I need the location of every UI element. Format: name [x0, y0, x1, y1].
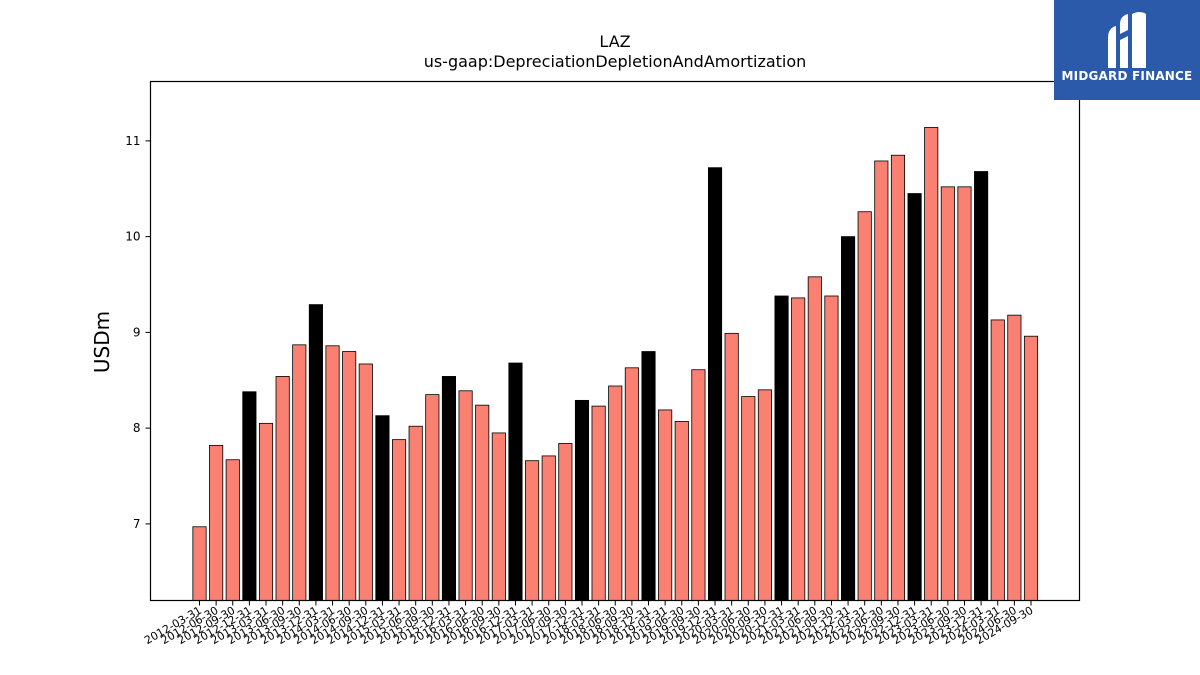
bar-2013-12-31	[308, 304, 323, 601]
bar-2018-09-30	[624, 367, 639, 601]
chart-subtitle: us-gaap:DepreciationDepletionAndAmortiza…	[423, 52, 807, 71]
bar-2012-06-30	[209, 444, 224, 601]
y-tick-label: 9	[133, 325, 141, 339]
midgard-logo-icon	[1108, 12, 1146, 68]
bar-2018-03-31	[591, 405, 606, 601]
y-axis: 7 8 9 10 11	[125, 134, 151, 531]
y-tick-label: 10	[125, 230, 140, 244]
bar-2018-12-31	[641, 351, 656, 601]
y-tick-label: 7	[133, 517, 141, 531]
bars-group	[192, 127, 1039, 601]
bar-2020-12-31	[774, 295, 789, 601]
bar-2016-09-30	[491, 432, 506, 601]
bar-2015-03-31	[392, 439, 407, 601]
bar-2022-06-30	[874, 160, 889, 601]
bar-2024-03-31	[990, 319, 1005, 601]
bar-2012-12-31	[242, 391, 257, 601]
bar-2014-09-30	[358, 363, 373, 601]
bar-2014-03-31	[325, 345, 340, 601]
y-tick-label: 8	[133, 421, 141, 435]
bar-2016-12-31	[508, 362, 523, 601]
y-tick-label: 11	[125, 134, 140, 148]
bar-2017-06-30	[541, 455, 556, 601]
x-axis: 2012-03-312012-06-302012-09-302012-12-31…	[142, 600, 1036, 647]
bar-2014-12-31	[375, 415, 390, 601]
bar-2017-12-31	[574, 399, 590, 601]
bar-2016-03-31	[458, 390, 473, 601]
bar-2023-09-30	[957, 186, 972, 601]
bar-2022-09-30	[890, 154, 906, 601]
bar-2024-09-30	[1023, 335, 1039, 601]
bar-2015-12-31	[441, 376, 456, 601]
bar-2020-03-31	[724, 332, 739, 601]
bar-2015-06-30	[408, 425, 423, 601]
bar-2023-12-31	[974, 171, 989, 601]
bar-2019-03-31	[658, 409, 673, 601]
bar-2012-03-31	[192, 526, 207, 601]
bar-2016-06-30	[475, 404, 490, 601]
bar-2013-09-30	[292, 344, 307, 601]
bar-2019-06-30	[674, 421, 689, 601]
bar-2017-09-30	[558, 443, 573, 601]
bar-2021-03-31	[791, 297, 806, 601]
chart-title: LAZ	[599, 32, 631, 51]
bar-2022-03-31	[857, 211, 872, 601]
bar-2024-06-30	[1007, 314, 1022, 601]
bar-2013-03-31	[258, 422, 274, 601]
brand-logo: MIDGARD FINANCE	[1054, 0, 1200, 100]
bar-2021-06-30	[807, 276, 822, 601]
bar-2014-06-30	[342, 351, 357, 601]
bar-2020-09-30	[757, 389, 772, 601]
bar-2019-12-31	[707, 167, 723, 601]
y-axis-label: USDm	[90, 311, 114, 373]
bar-2022-12-31	[907, 193, 922, 601]
bar-2021-12-31	[841, 236, 856, 601]
bar-2017-03-31	[525, 460, 540, 601]
bar-2012-09-30	[225, 459, 240, 601]
bar-2013-06-30	[275, 376, 290, 601]
bar-2015-09-30	[425, 394, 440, 601]
bar-2020-06-30	[741, 396, 756, 601]
bar-2019-09-30	[691, 369, 706, 601]
bar-2023-03-31	[924, 127, 939, 601]
bar-2023-06-30	[940, 186, 955, 601]
bar-2021-09-30	[824, 295, 839, 601]
logo-text: MIDGARD FINANCE	[1061, 69, 1193, 83]
bar-2018-06-30	[608, 385, 623, 601]
